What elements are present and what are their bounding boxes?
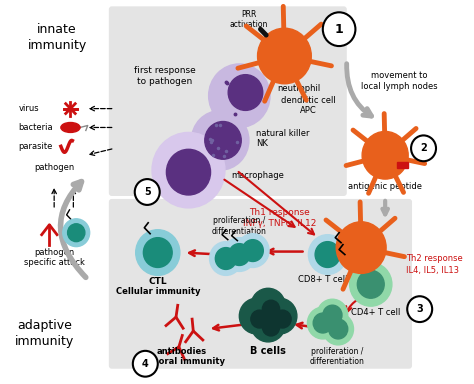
Circle shape — [63, 219, 90, 247]
Circle shape — [308, 307, 338, 339]
Text: Th1 response
INFγ, TNFα, IL12: Th1 response INFγ, TNFα, IL12 — [243, 208, 316, 228]
Circle shape — [178, 167, 189, 179]
Text: movement to
local lymph nodes: movement to local lymph nodes — [361, 71, 438, 91]
Text: pathogen
specific attack: pathogen specific attack — [24, 248, 84, 267]
Circle shape — [185, 160, 197, 172]
Circle shape — [144, 238, 172, 267]
Circle shape — [309, 235, 347, 275]
Text: proliferation /
differentiation: proliferation / differentiation — [212, 216, 267, 236]
Text: PRR
activation: PRR activation — [230, 10, 268, 29]
Text: 4: 4 — [142, 359, 149, 369]
Circle shape — [188, 167, 199, 179]
Circle shape — [152, 132, 225, 208]
Text: parasite: parasite — [18, 142, 53, 151]
Text: innate
immunity: innate immunity — [27, 23, 87, 52]
Circle shape — [223, 238, 255, 271]
Circle shape — [239, 298, 274, 334]
Circle shape — [180, 170, 191, 182]
Circle shape — [328, 319, 348, 339]
Text: 1: 1 — [335, 23, 344, 36]
Circle shape — [242, 240, 264, 262]
Circle shape — [251, 288, 285, 324]
Text: antigenic peptide: antigenic peptide — [348, 182, 422, 190]
Text: Cellular immunity: Cellular immunity — [116, 287, 200, 296]
Text: natural killer
NK: natural killer NK — [255, 129, 309, 148]
Text: adaptive
immunity: adaptive immunity — [15, 319, 74, 348]
Circle shape — [182, 158, 194, 170]
Circle shape — [228, 74, 263, 110]
Circle shape — [317, 299, 348, 331]
Text: CD8+ T cell: CD8+ T cell — [298, 275, 347, 284]
Circle shape — [323, 305, 342, 325]
Circle shape — [237, 234, 269, 267]
Text: antibodies
humoral immunity: antibodies humoral immunity — [138, 347, 225, 366]
Circle shape — [209, 64, 270, 127]
Circle shape — [133, 351, 158, 377]
Circle shape — [191, 111, 249, 170]
Circle shape — [336, 222, 386, 273]
Circle shape — [180, 159, 191, 170]
Circle shape — [136, 230, 180, 275]
Text: dendritic cell
APC: dendritic cell APC — [281, 96, 336, 115]
Circle shape — [274, 310, 291, 328]
Text: 5: 5 — [144, 187, 151, 197]
Circle shape — [205, 121, 241, 159]
Circle shape — [262, 298, 297, 334]
Circle shape — [251, 310, 268, 328]
Circle shape — [313, 313, 332, 333]
Circle shape — [178, 162, 190, 174]
Circle shape — [262, 300, 280, 318]
Circle shape — [182, 169, 194, 181]
Text: 3: 3 — [416, 304, 423, 314]
Circle shape — [357, 270, 384, 298]
Circle shape — [135, 179, 160, 205]
Circle shape — [323, 12, 356, 46]
FancyBboxPatch shape — [109, 7, 347, 196]
Circle shape — [187, 162, 199, 174]
Ellipse shape — [61, 122, 80, 132]
Circle shape — [210, 242, 242, 275]
Circle shape — [215, 248, 237, 270]
Text: pathogen: pathogen — [34, 163, 74, 172]
Circle shape — [166, 149, 210, 195]
Bar — [397, 162, 408, 168]
Text: CD4+ T cell: CD4+ T cell — [351, 308, 400, 317]
Text: neutrophil: neutrophil — [278, 84, 321, 93]
Circle shape — [262, 318, 280, 336]
Circle shape — [185, 169, 197, 180]
Circle shape — [407, 296, 432, 322]
Circle shape — [350, 263, 392, 306]
Text: bacteria: bacteria — [18, 123, 53, 132]
Text: 2: 2 — [420, 143, 427, 153]
FancyBboxPatch shape — [109, 199, 412, 369]
Text: Th2 response
IL4, IL5, IL13: Th2 response IL4, IL5, IL13 — [406, 255, 463, 275]
Text: first response
to pathogen: first response to pathogen — [134, 66, 195, 86]
Text: virus: virus — [18, 104, 39, 113]
Circle shape — [362, 131, 408, 179]
Circle shape — [257, 28, 311, 84]
Circle shape — [315, 242, 340, 267]
Text: CTL: CTL — [148, 277, 167, 286]
Text: B cells: B cells — [250, 346, 286, 356]
Text: proliferation /
differentiation: proliferation / differentiation — [310, 347, 365, 366]
Circle shape — [189, 164, 201, 176]
Circle shape — [323, 313, 354, 345]
Circle shape — [411, 136, 436, 161]
Text: macrophage: macrophage — [232, 170, 284, 180]
Circle shape — [251, 306, 285, 342]
Circle shape — [178, 164, 190, 176]
Circle shape — [68, 224, 85, 242]
Circle shape — [229, 243, 250, 265]
